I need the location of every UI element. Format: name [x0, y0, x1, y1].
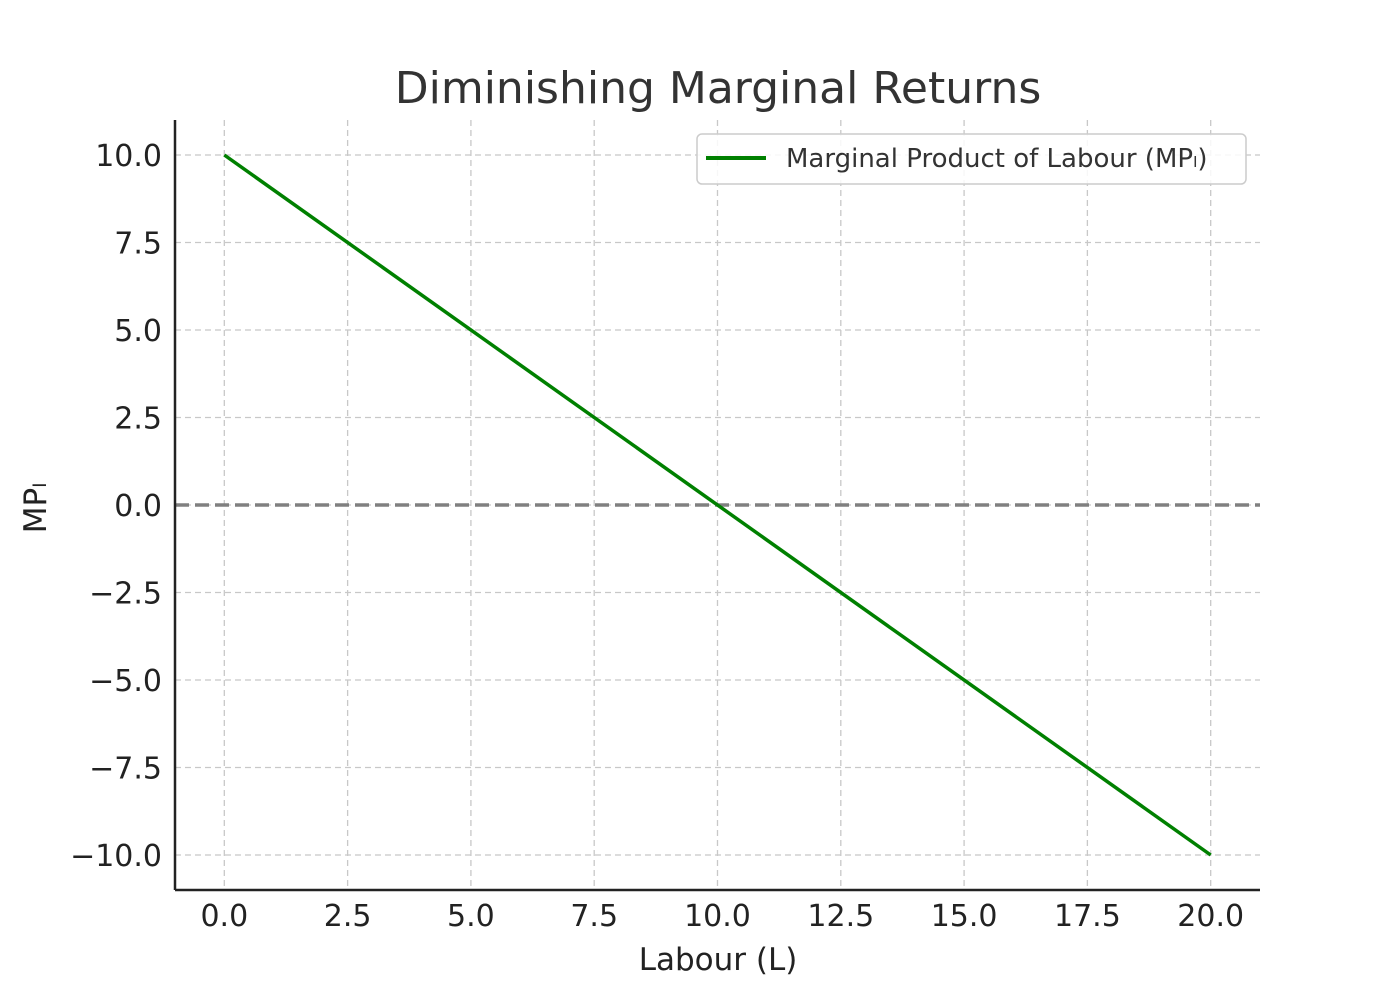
x-tick-label: 17.5 — [1054, 899, 1121, 934]
y-tick-label: −10.0 — [70, 839, 162, 874]
y-axis-ticks: 10.0 7.5 5.0 2.5 0.0 −2.5 −5.0 −7.5 −10.0 — [70, 139, 162, 874]
y-tick-label: 0.0 — [114, 489, 162, 524]
x-tick-label: 2.5 — [324, 899, 372, 934]
x-tick-label: 15.0 — [931, 899, 998, 934]
y-tick-label: 5.0 — [114, 314, 162, 349]
x-tick-label: 7.5 — [570, 899, 618, 934]
x-tick-label: 12.5 — [807, 899, 874, 934]
y-tick-label: 2.5 — [114, 402, 162, 437]
y-axis-label: MPₗ — [18, 483, 54, 534]
y-tick-label: −7.5 — [89, 752, 162, 787]
legend-box — [696, 133, 1247, 185]
y-tick-label: −5.0 — [89, 664, 162, 699]
x-axis-ticks: 0.0 2.5 5.0 7.5 10.0 12.5 15.0 17.5 20.0 — [200, 899, 1244, 934]
x-tick-label: 20.0 — [1177, 899, 1244, 934]
chart-title: Diminishing Marginal Returns — [395, 63, 1042, 114]
x-tick-label: 0.0 — [200, 899, 248, 934]
x-axis-label: Labour (L) — [639, 942, 798, 978]
y-tick-label: −2.5 — [89, 577, 162, 612]
x-tick-label: 10.0 — [684, 899, 751, 934]
x-tick-label: 5.0 — [447, 899, 495, 934]
y-tick-label: 10.0 — [95, 139, 162, 174]
legend-label: Marginal Product of Labour (MPₗ) — [786, 144, 1208, 174]
series-line-0 — [223, 153, 1212, 857]
legend: Marginal Product of Labour (MPₗ) — [696, 133, 1247, 185]
y-tick-label: 7.5 — [114, 227, 162, 262]
series-layer — [223, 153, 1212, 857]
